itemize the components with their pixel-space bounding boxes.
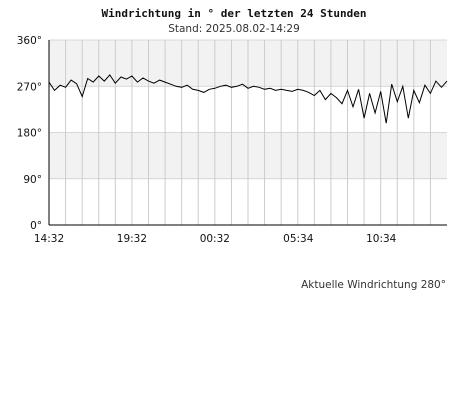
y-tick-label-4: 360° [17,35,42,47]
y-tick-label-2: 180° [17,128,42,140]
wind-direction-line [48,74,448,124]
y-tick-label-3: 270° [17,81,42,93]
chart-title: Windrichtung in ° der letzten 24 Stunden [102,7,367,20]
chart-subtitle: Stand: 2025.08.02-14:29 [168,23,300,35]
y-tick-label-1: 90° [23,174,42,186]
x-tick-label-4: 10:34 [366,233,397,245]
current-direction-note: Aktuelle Windrichtung 280° [301,279,446,291]
x-tick-label-0: 14:32 [34,233,64,245]
x-axis-tick-labels: 14:32 19:32 00:32 05:34 10:34 [34,233,397,245]
y-tick-label-0: 0° [30,220,42,232]
x-tick-label-3: 05:34 [283,233,314,245]
x-tick-label-1: 19:32 [117,233,147,245]
chart-axes [48,40,447,226]
x-tick-label-2: 00:32 [200,233,230,245]
y-axis-tick-labels: 0° 90° 180° 270° 360° [17,35,42,232]
vertical-gridlines [65,40,431,225]
